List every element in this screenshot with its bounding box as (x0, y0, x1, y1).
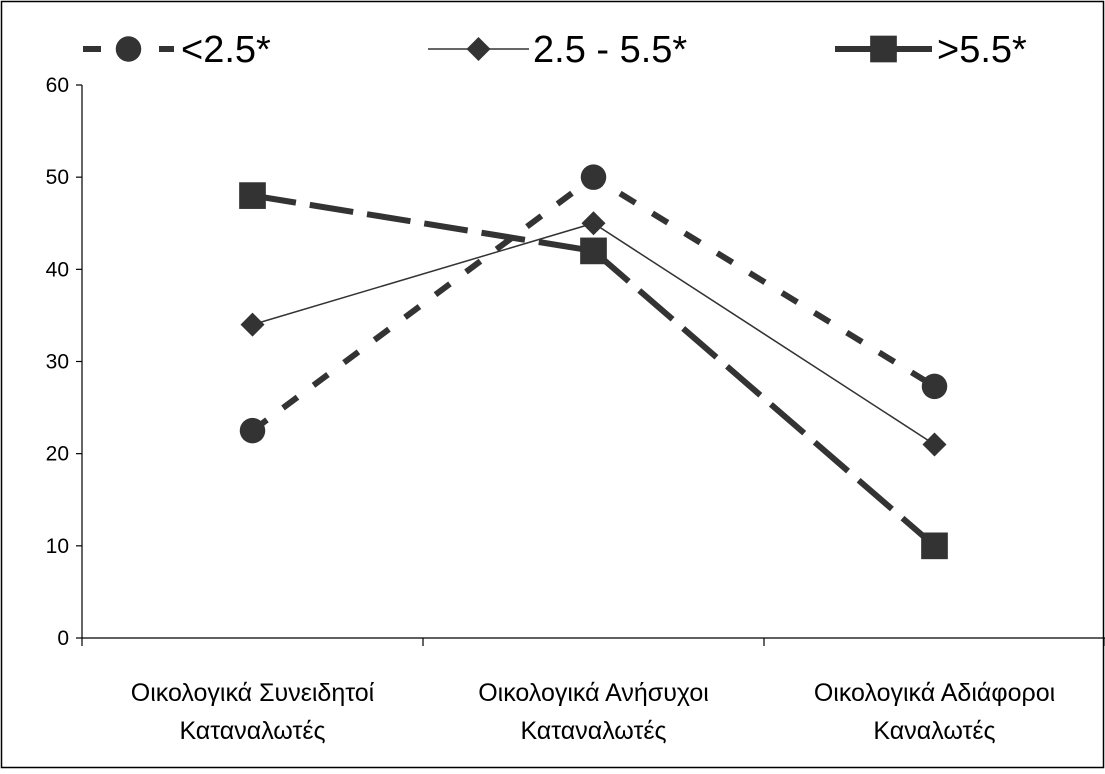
legend-item-diamond: 2.5 - 5.5* (428, 29, 687, 71)
legend-item-square: >5.5* (835, 29, 1027, 71)
series-diamond (240, 211, 947, 457)
y-tick-label: 10 (46, 535, 69, 558)
y-tick-label: 30 (46, 351, 69, 374)
point-diamond-0 (240, 312, 265, 337)
legend: <2.5* 2.5 - 5.5* >5.5* (83, 29, 1027, 71)
series-line-square (252, 192, 937, 549)
legend-marker-circle (115, 36, 142, 62)
y-tick-label: 20 (46, 443, 69, 466)
point-square-0 (239, 182, 266, 209)
point-circle-0 (239, 417, 266, 444)
y-tick-label: 60 (46, 74, 69, 97)
x-tick-label: Οικολογικά Συνειδητοί (131, 679, 375, 707)
legend-marker-diamond (466, 37, 491, 61)
x-tick-label: Οικολογικά Αδιάφοροι (814, 679, 1055, 707)
x-tick-label: Καναλωτές (873, 717, 995, 745)
point-diamond-1 (581, 211, 606, 236)
x-tick-label: Καταναλωτές (520, 717, 666, 745)
x-tick-label: Καταναλωτές (179, 717, 325, 745)
y-tick-label: 40 (46, 258, 69, 281)
series-circle (239, 164, 948, 444)
series-layer (239, 164, 948, 560)
legend-item-circle: <2.5* (83, 29, 271, 71)
series-square (239, 182, 948, 560)
y-tick-label: 50 (46, 166, 69, 189)
axes: 0 10 20 30 40 50 60 Οικολογικά Συνειδητοί Κατανα… (46, 74, 1105, 745)
point-circle-1 (580, 164, 607, 190)
point-square-2 (921, 532, 948, 560)
legend-label: 2.5 - 5.5* (533, 29, 687, 71)
point-circle-2 (921, 373, 948, 400)
point-diamond-2 (922, 432, 947, 457)
y-tick-label: 0 (57, 627, 69, 650)
legend-marker-square (870, 35, 897, 63)
x-tick-label: Οικολογικά Ανήσυχοι (478, 679, 709, 707)
legend-label: <2.5* (181, 29, 271, 71)
point-square-1 (580, 237, 607, 265)
legend-label: >5.5* (937, 29, 1027, 71)
